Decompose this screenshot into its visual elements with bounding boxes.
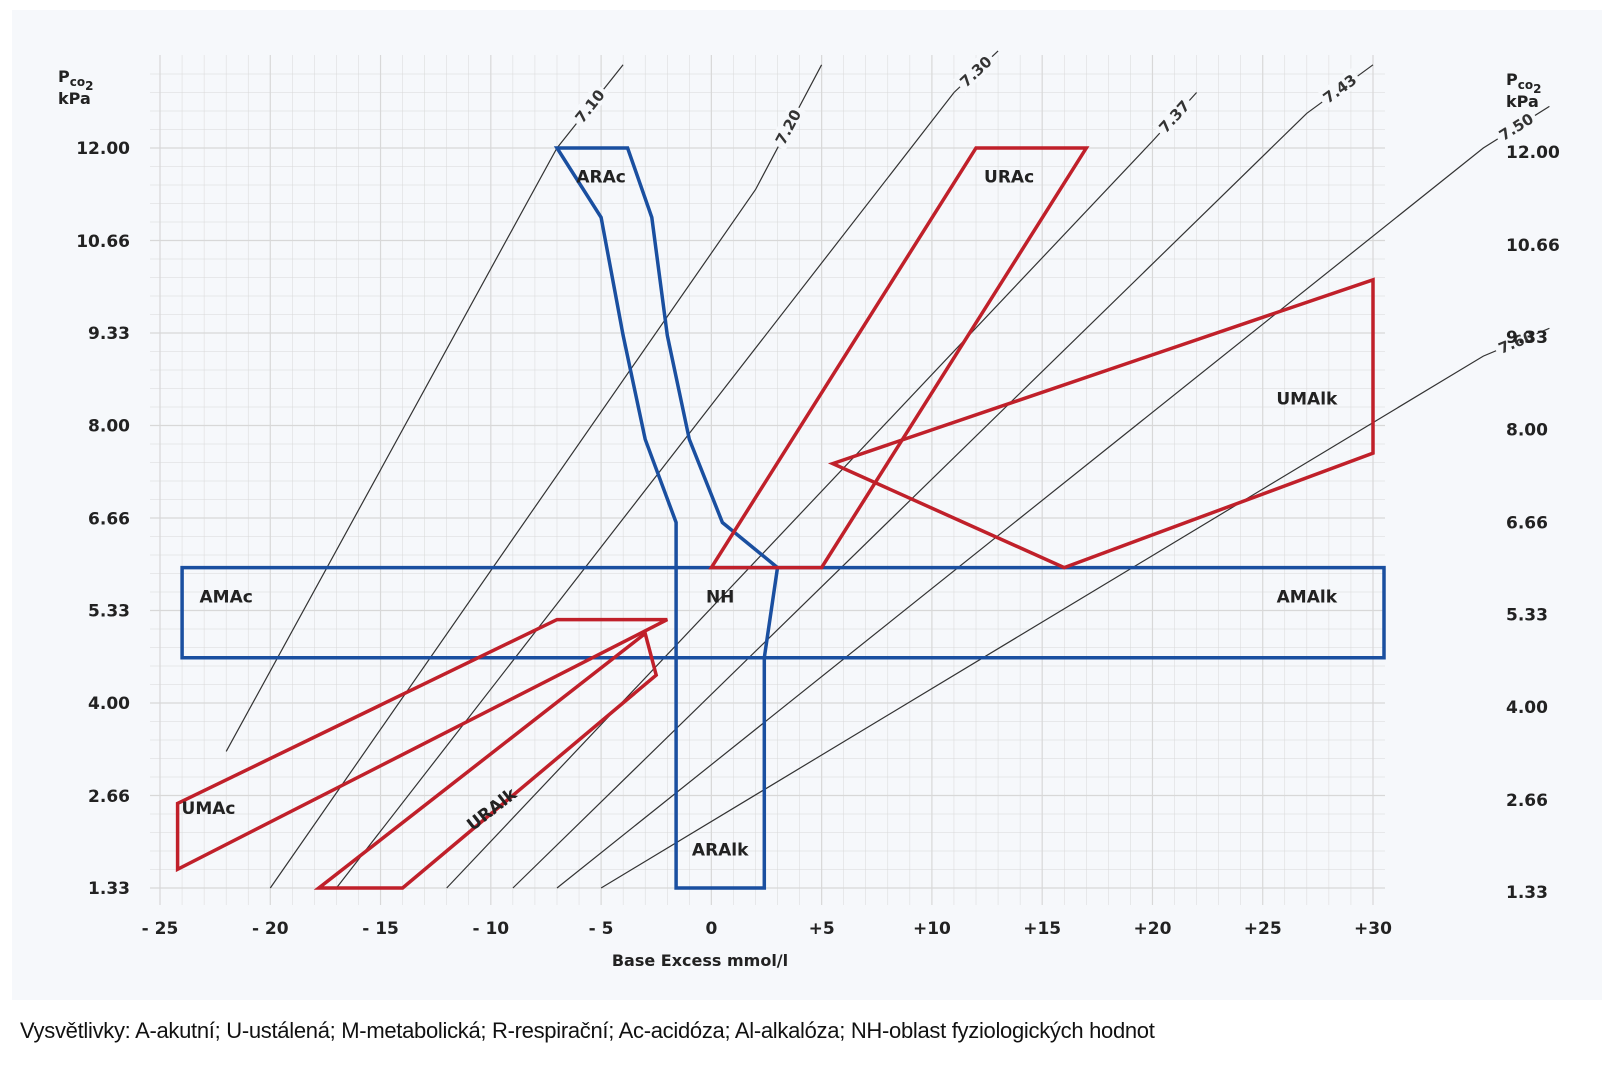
x-tick-labels: - 25 - 20 - 15 - 10 - 5 0 +5 +10 +15 +20 +25 +30 [142,919,1392,939]
svg-text:Pco2: Pco2 [58,67,93,93]
zone-label-AMAc: AMAc [200,587,253,607]
x-tick-label: - 5 [589,919,614,939]
y-tick-label-left: 12.00 [76,139,130,159]
zone-UMAlk [827,277,1375,570]
x-tick-label: - 15 [362,919,399,939]
y-tick-label-right: 5.33 [1506,606,1548,626]
y-tick-label-left: 4.00 [88,694,130,714]
y-tick-label-left: 10.66 [76,232,130,252]
y-axis-unit-right: Pco2 kPa [1506,70,1541,111]
isoline-label-bg [1316,67,1363,109]
x-tick-label: - 20 [252,919,289,939]
x-tick-label: +20 [1134,919,1172,939]
isoline-label-bg [1152,93,1196,139]
x-tick-label: 0 [705,919,717,939]
x-tick-label: - 25 [142,919,179,939]
isoline-label-bg [568,82,611,129]
zone-label-URAc: URAc [984,168,1034,188]
zone-ARAlk [674,655,767,890]
y-tick-labels-left: 1.33 2.66 4.00 5.33 6.66 8.00 9.33 10.66 12.00 [76,139,130,899]
y-unit-right-sub2: 2 [1533,82,1541,96]
x-tick-label: +10 [913,919,951,939]
x-tick-label: +30 [1354,919,1392,939]
y-tick-labels-right: 1.33 2.66 4.00 5.33 6.66 8.00 9.33 10.66 12.00 [1506,143,1560,903]
zone-label-UMAlk: UMAlk [1276,390,1338,410]
zone-label-AMAlk: AMAlk [1277,587,1338,607]
plot-background [12,10,1602,1000]
y-axis-unit-left: Pco2 kPa [58,67,93,108]
y-tick-label-right: 4.00 [1506,698,1548,718]
y-tick-label-left: 2.66 [88,787,130,807]
y-tick-label-right: 2.66 [1506,791,1548,811]
y-unit-right-sub: co [1518,78,1533,92]
y-tick-label-left: 9.33 [88,324,130,344]
y-tick-label-right: 8.00 [1506,420,1548,440]
legend-text: Vysvětlivky: A-akutní; U-ustálená; M-met… [20,1018,1155,1043]
y-unit-right-unit: kPa [1506,92,1539,111]
svg-text:Pco2: Pco2 [1506,70,1541,96]
y-tick-label-left: 5.33 [88,602,130,622]
y-tick-label-left: 8.00 [88,416,130,436]
zone-label-NH: NH [706,587,734,607]
y-unit-left-sub: co [70,75,85,89]
isoline-7.20 [269,64,823,889]
isoline-label-bg [1492,107,1540,146]
zone-label-ARAc: ARAc [576,168,625,188]
isoline-label-bg [1492,324,1540,359]
grid [150,55,1385,905]
y-unit-right-main: P [1506,70,1518,89]
y-tick-label-right: 12.00 [1506,143,1560,163]
isoline-label-bg [769,103,806,151]
zone-URAc [708,146,1090,570]
y-unit-left-sub2: 2 [85,79,93,93]
y-tick-label-left: 1.33 [88,879,130,899]
y-tick-label-right: 1.33 [1506,883,1548,903]
y-unit-left-unit: kPa [58,89,91,108]
y-tick-label-right: 6.66 [1506,513,1548,533]
zones [175,146,1386,890]
y-tick-label-right: 10.66 [1506,236,1560,256]
y-tick-label-right: 9.33 [1506,328,1548,348]
x-axis-label: Base Excess mmol/l [612,951,788,970]
x-tick-label: - 10 [472,919,509,939]
x-tick-label: +5 [809,919,835,939]
isoline-label-bg [953,49,998,93]
zone-AMAlk [762,565,1386,660]
zone-label-ARAlk: ARAlk [692,840,749,860]
zone-UMAc [175,617,669,873]
x-tick-label: +15 [1023,919,1061,939]
y-unit-left-main: P [58,67,70,86]
x-tick-label: +25 [1244,919,1282,939]
zone-URAlk [313,630,659,890]
y-tick-label-left: 6.66 [88,509,130,529]
zone-label-UMAc: UMAc [182,799,236,819]
